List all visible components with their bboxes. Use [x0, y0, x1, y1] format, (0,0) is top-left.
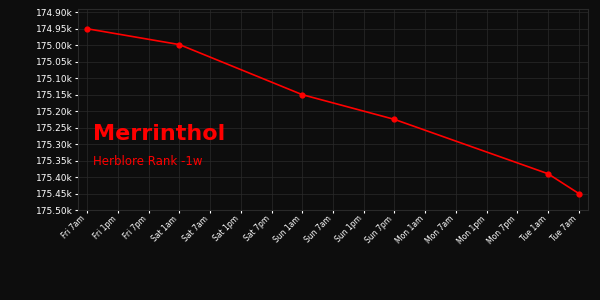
Text: Herblore Rank -1w: Herblore Rank -1w — [94, 155, 203, 168]
Point — [574, 191, 584, 196]
Point — [82, 26, 92, 31]
Point — [175, 42, 184, 47]
Point — [298, 92, 307, 97]
Text: Merrinthol: Merrinthol — [94, 124, 226, 144]
Point — [389, 117, 399, 122]
Point — [543, 171, 553, 176]
